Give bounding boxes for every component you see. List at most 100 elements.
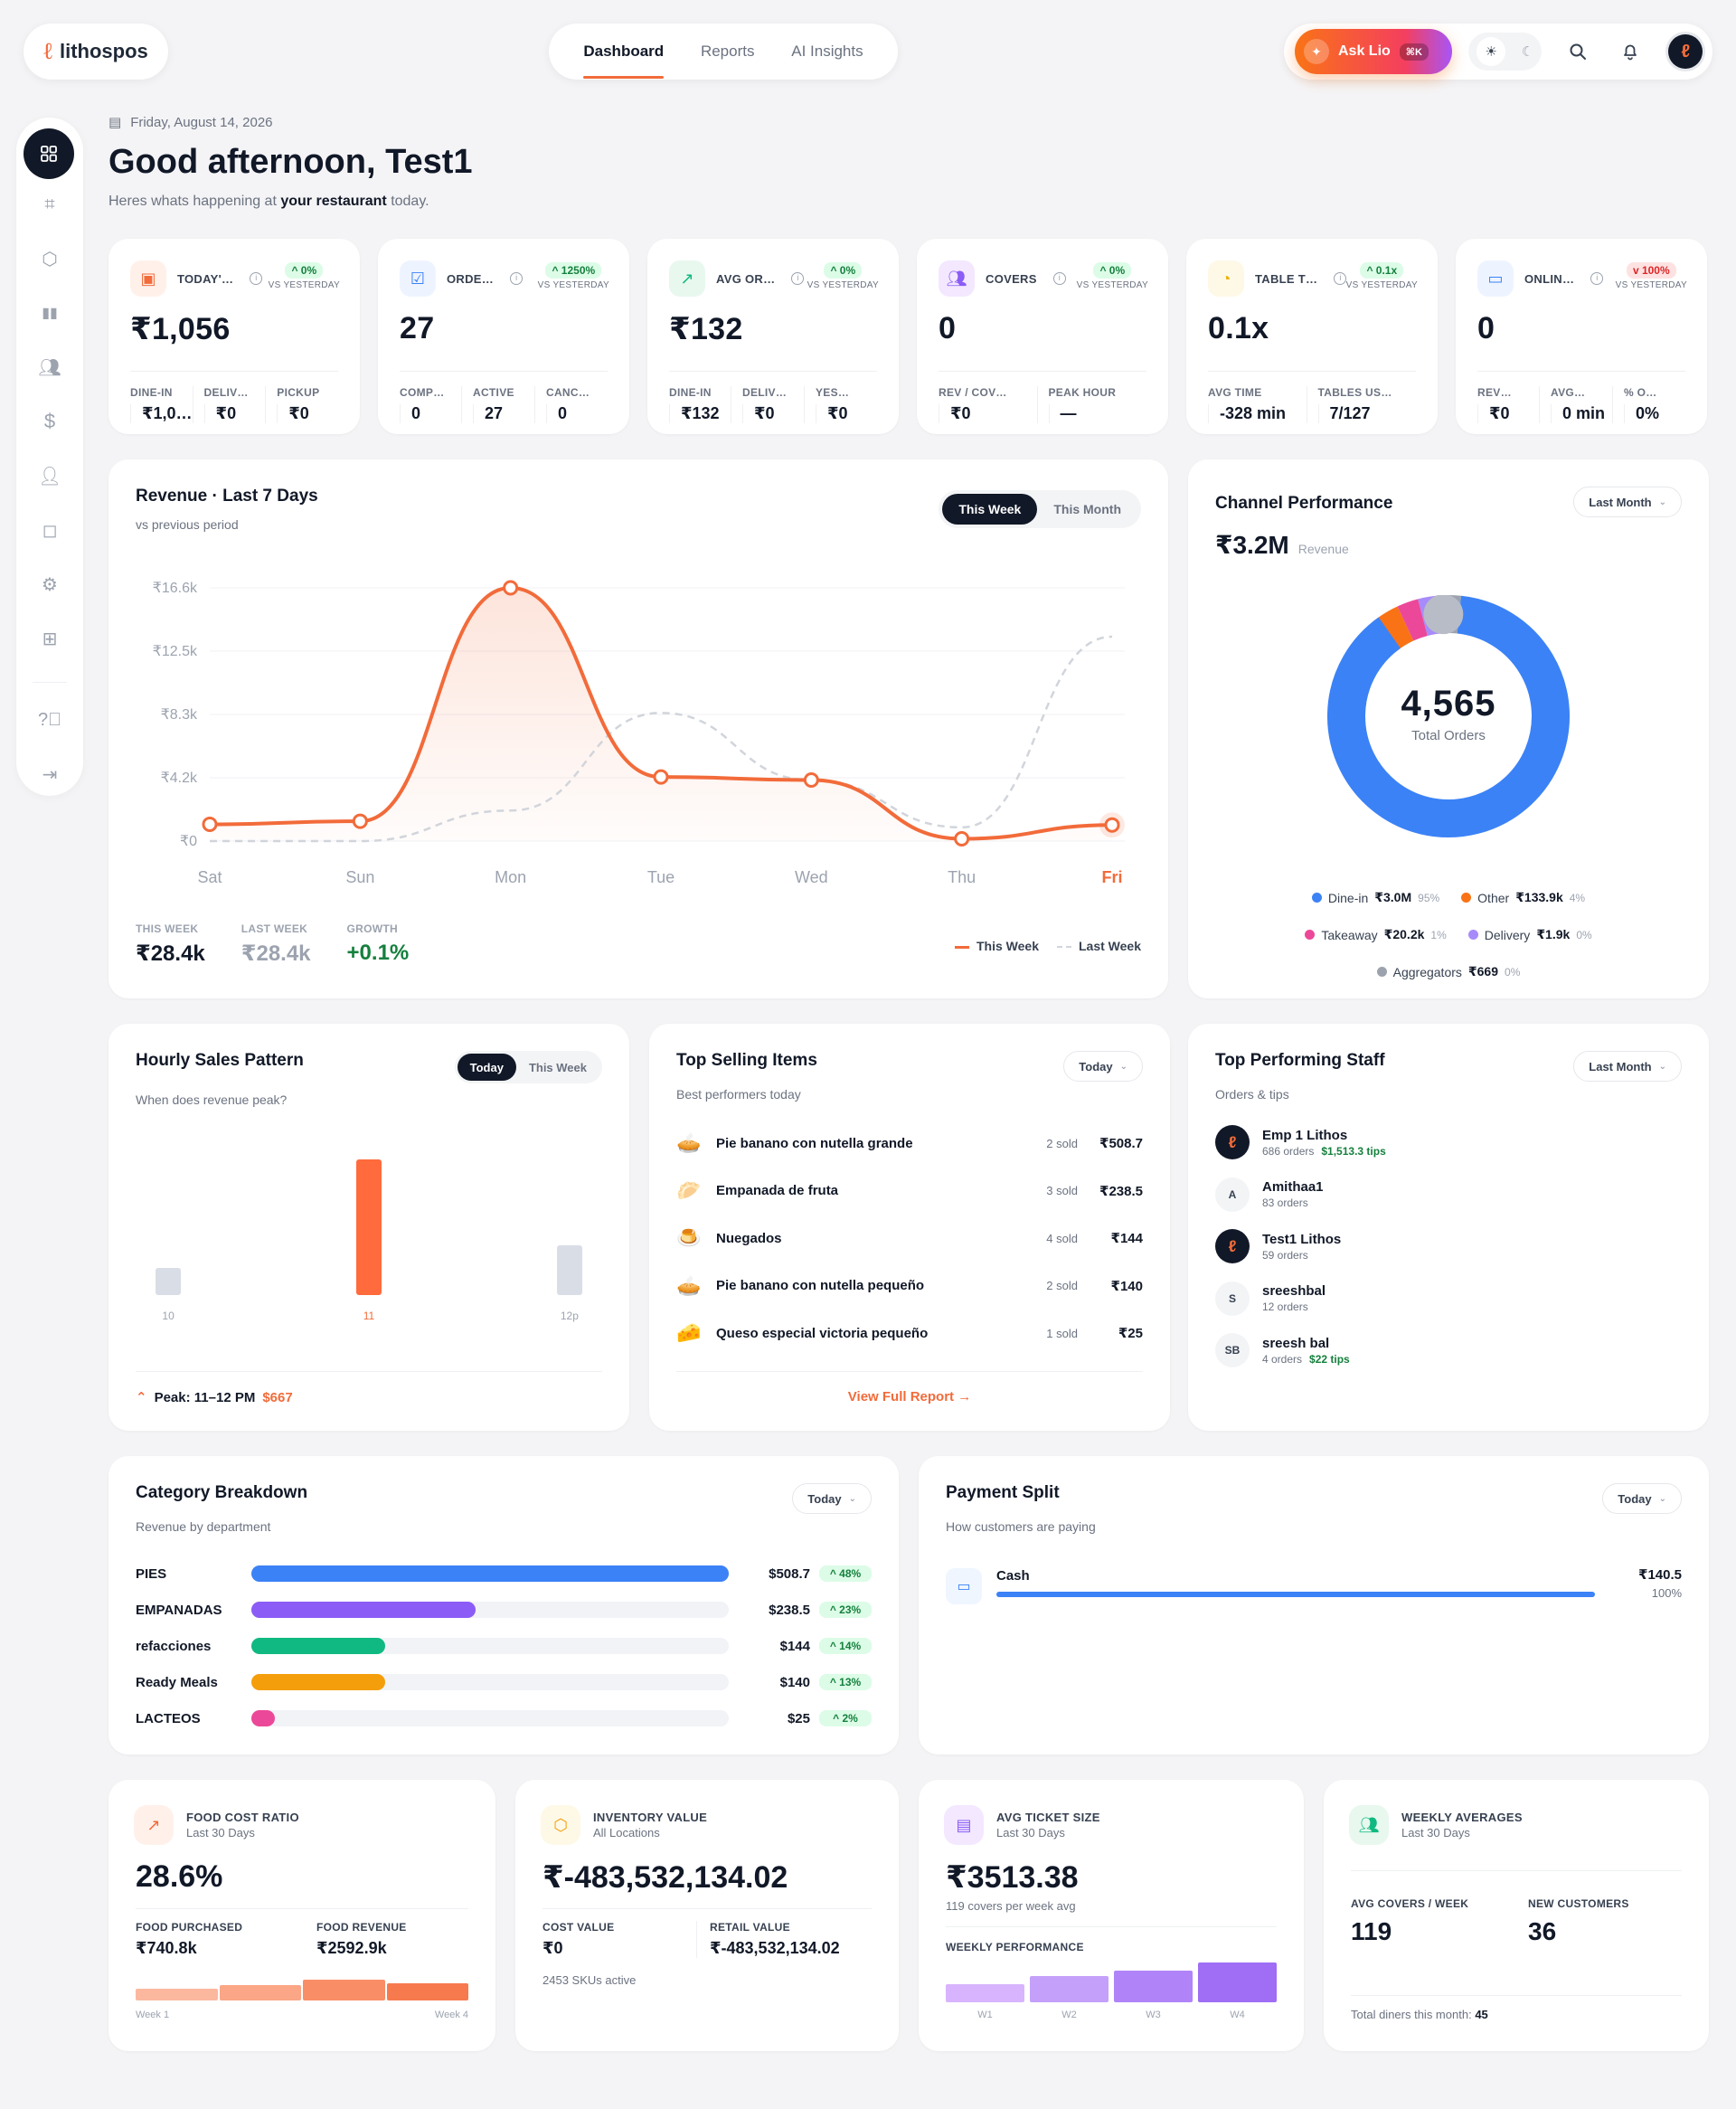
donut-slice-dine-in[interactable]	[1327, 595, 1570, 837]
today-button[interactable]: Today	[457, 1054, 516, 1081]
channel-period-dropdown[interactable]: Last Month ⌄	[1573, 487, 1682, 517]
sidebar-item-customers[interactable]: 👥︎	[32, 349, 68, 385]
sidebar-item-help[interactable]: ?⃝	[32, 702, 68, 738]
info-icon[interactable]: i	[1052, 272, 1066, 285]
timer-icon: ◔	[1208, 260, 1244, 297]
sidebar-item-settings[interactable]: ⚙	[32, 566, 68, 602]
category-row[interactable]: Ready Meals $140 ^ 13%	[136, 1670, 872, 1694]
tab-ai-insights[interactable]: AI Insights	[791, 43, 863, 60]
this-week-point[interactable]	[653, 769, 669, 785]
payment-dropdown[interactable]: Today ⌄	[1602, 1483, 1682, 1514]
staff-row[interactable]: ℓ Emp 1 Lithos 686 orders $1,513.3 tips	[1215, 1125, 1682, 1159]
hourly-bar[interactable]	[356, 1159, 382, 1295]
kpi-breakdown-item: % O… 0%	[1612, 386, 1685, 423]
ask-lio-label: Ask Lio	[1338, 43, 1391, 59]
kpi-compare: VS YESTERDAY	[1345, 280, 1418, 290]
sidebar-item-reports[interactable]: ▮▮	[32, 295, 68, 331]
sidebar-item-staff[interactable]: 👤︎	[32, 458, 68, 494]
sidebar-item-apps[interactable]: ⊞	[32, 620, 68, 657]
this-week-point[interactable]	[954, 830, 970, 846]
search-icon[interactable]	[1561, 35, 1594, 68]
sidebar-item-products[interactable]: ⬡	[32, 241, 68, 277]
hourly-bar[interactable]	[556, 1244, 582, 1295]
this-week-button[interactable]: This Week	[942, 494, 1038, 525]
info-icon[interactable]: i	[510, 272, 524, 285]
wallet-icon: ▣	[130, 260, 166, 297]
this-week-point[interactable]	[352, 813, 368, 829]
theme-toggle[interactable]: ☀ ☾	[1468, 33, 1543, 71]
category-row[interactable]: refacciones $144 ^ 14%	[136, 1634, 872, 1658]
this-week-point[interactable]	[803, 772, 819, 789]
top-items-divider	[676, 1371, 1143, 1372]
kpi-breakdown: DINE-IN ₹132 DELIV… ₹0 YES… ₹0	[669, 371, 877, 423]
top-item-row[interactable]: 🥟 Empanada de fruta 3 sold ₹238.5	[676, 1173, 1143, 1209]
breakdown-value: 0	[546, 404, 608, 423]
info-icon[interactable]: i	[250, 272, 263, 285]
stat-last-week: LAST WEEK ₹28.4k	[241, 922, 311, 966]
legend-percent: 4%	[1569, 891, 1586, 904]
user-avatar[interactable]: ℓ	[1665, 32, 1706, 71]
category-row[interactable]: EMPANADAS $238.5 ^ 23%	[136, 1598, 872, 1622]
this-week-point[interactable]	[503, 580, 519, 596]
this-week-point[interactable]	[1104, 817, 1120, 833]
this-week-point[interactable]	[202, 816, 218, 832]
kpi-card[interactable]: ▣ TODAY'… i ^ 0% VS YESTERDAY ₹1,056 DINE-IN ₹1…	[108, 239, 360, 434]
kpi-card[interactable]: ☑ ORDE… i ^ 1250% VS YESTERDAY 27 COMP… 0 ACTIVE…	[378, 239, 629, 434]
category-row[interactable]: PIES $508.7 ^ 48%	[136, 1562, 872, 1585]
top-item-row[interactable]: 🧀 Queso especial victoria pequeño 1 sold ₹2…	[676, 1315, 1143, 1351]
kpi-card[interactable]: ▭ ONLIN… i v 100% VS YESTERDAY 0 REV… ₹0 AVG… 0 m…	[1456, 239, 1707, 434]
staff-row[interactable]: SB sreesh bal 4 orders $22 tips	[1215, 1333, 1682, 1367]
sidebar-item-tables[interactable]: ⌗	[32, 186, 68, 222]
category-row[interactable]: LACTEOS $25 ^ 2%	[136, 1707, 872, 1730]
sidebar-item-logout[interactable]: ⇥	[32, 756, 68, 792]
info-icon[interactable]: i	[1590, 272, 1604, 285]
kpi-header: ▭ ONLIN… i	[1477, 260, 1604, 297]
this-month-button[interactable]: This Month	[1053, 502, 1121, 516]
breakdown-label: PEAK HOUR	[1048, 386, 1117, 399]
breakdown-label: DINE-IN	[669, 386, 712, 399]
sidebar-item-finance[interactable]: $	[32, 403, 68, 440]
sidebar-item-orders[interactable]: ◻	[32, 512, 68, 548]
hourly-bar[interactable]	[156, 1268, 182, 1295]
y-tick-label: ₹16.6k	[153, 581, 198, 596]
sidebar-item-dashboard[interactable]	[24, 128, 74, 179]
legend-amount: ₹669	[1467, 964, 1499, 979]
current-date: Friday, August 14, 2026	[130, 114, 273, 130]
info-icon[interactable]: i	[791, 272, 805, 285]
brand-name: lithospos	[59, 40, 148, 62]
top-item-row[interactable]: 🥧 Pie banano con nutella grande 2 sold ₹508…	[676, 1125, 1143, 1161]
donut-slice-takeaway[interactable]	[1397, 599, 1429, 641]
top-item-row[interactable]: 🍮 Nuegados 4 sold ₹144	[676, 1220, 1143, 1256]
staff-period-dropdown[interactable]: Last Month ⌄	[1573, 1051, 1682, 1082]
bell-icon[interactable]	[1614, 35, 1646, 68]
tab-dashboard[interactable]: Dashboard	[583, 43, 665, 79]
staff-orders: 686 orders	[1262, 1144, 1315, 1158]
moon-icon[interactable]: ☾	[1521, 44, 1534, 60]
hourly-bar-chart: 10 11 12p	[136, 1132, 602, 1349]
view-full-report-link[interactable]: View Full Report →	[847, 1389, 972, 1404]
kpi-card[interactable]: ◔ TABLE T… i ^ 0.1x VS YESTERDAY 0.1x AVG TIME…	[1186, 239, 1438, 434]
info-icon[interactable]: i	[1334, 272, 1347, 285]
legend-amount: ₹1.9k	[1536, 927, 1571, 941]
users-icon: 👥︎	[38, 357, 61, 378]
page-subtitle: Heres whats happening at your restaurant…	[108, 194, 429, 209]
tab-reports[interactable]: Reports	[700, 43, 755, 60]
sidebar-divider	[33, 682, 67, 683]
brand-pill[interactable]: ℓ lithospos	[24, 24, 168, 80]
sun-icon[interactable]: ☀	[1477, 37, 1506, 66]
breakdown-value: 7/127	[1317, 404, 1417, 423]
staff-row[interactable]: ℓ Test1 Lithos 59 orders	[1215, 1229, 1682, 1263]
top-items-dropdown[interactable]: Today ⌄	[1063, 1051, 1143, 1082]
kpi-change: ^ 1250%	[545, 262, 602, 279]
kpi-card[interactable]: 👥︎ COVERS i ^ 0% VS YESTERDAY 0 REV / COV… ₹0 PE…	[917, 239, 1168, 434]
ask-lio-button[interactable]: ✦ Ask Lio ⌘K	[1295, 29, 1453, 74]
food-week-end: Week 4	[434, 2010, 468, 2020]
staff-name: sreeshbal	[1262, 1283, 1326, 1299]
staff-row[interactable]: A Amithaa1 83 orders	[1215, 1177, 1682, 1212]
hourly-this-week-button[interactable]: This Week	[528, 1060, 587, 1074]
breakdown-label: DELIV…	[742, 386, 788, 399]
top-item-row[interactable]: 🥧 Pie banano con nutella pequeño 2 sold ₹14…	[676, 1268, 1143, 1304]
kpi-card[interactable]: ↗ AVG OR… i ^ 0% VS YESTERDAY ₹132 DINE-IN ₹132…	[647, 239, 899, 434]
category-dropdown[interactable]: Today ⌄	[792, 1483, 872, 1514]
